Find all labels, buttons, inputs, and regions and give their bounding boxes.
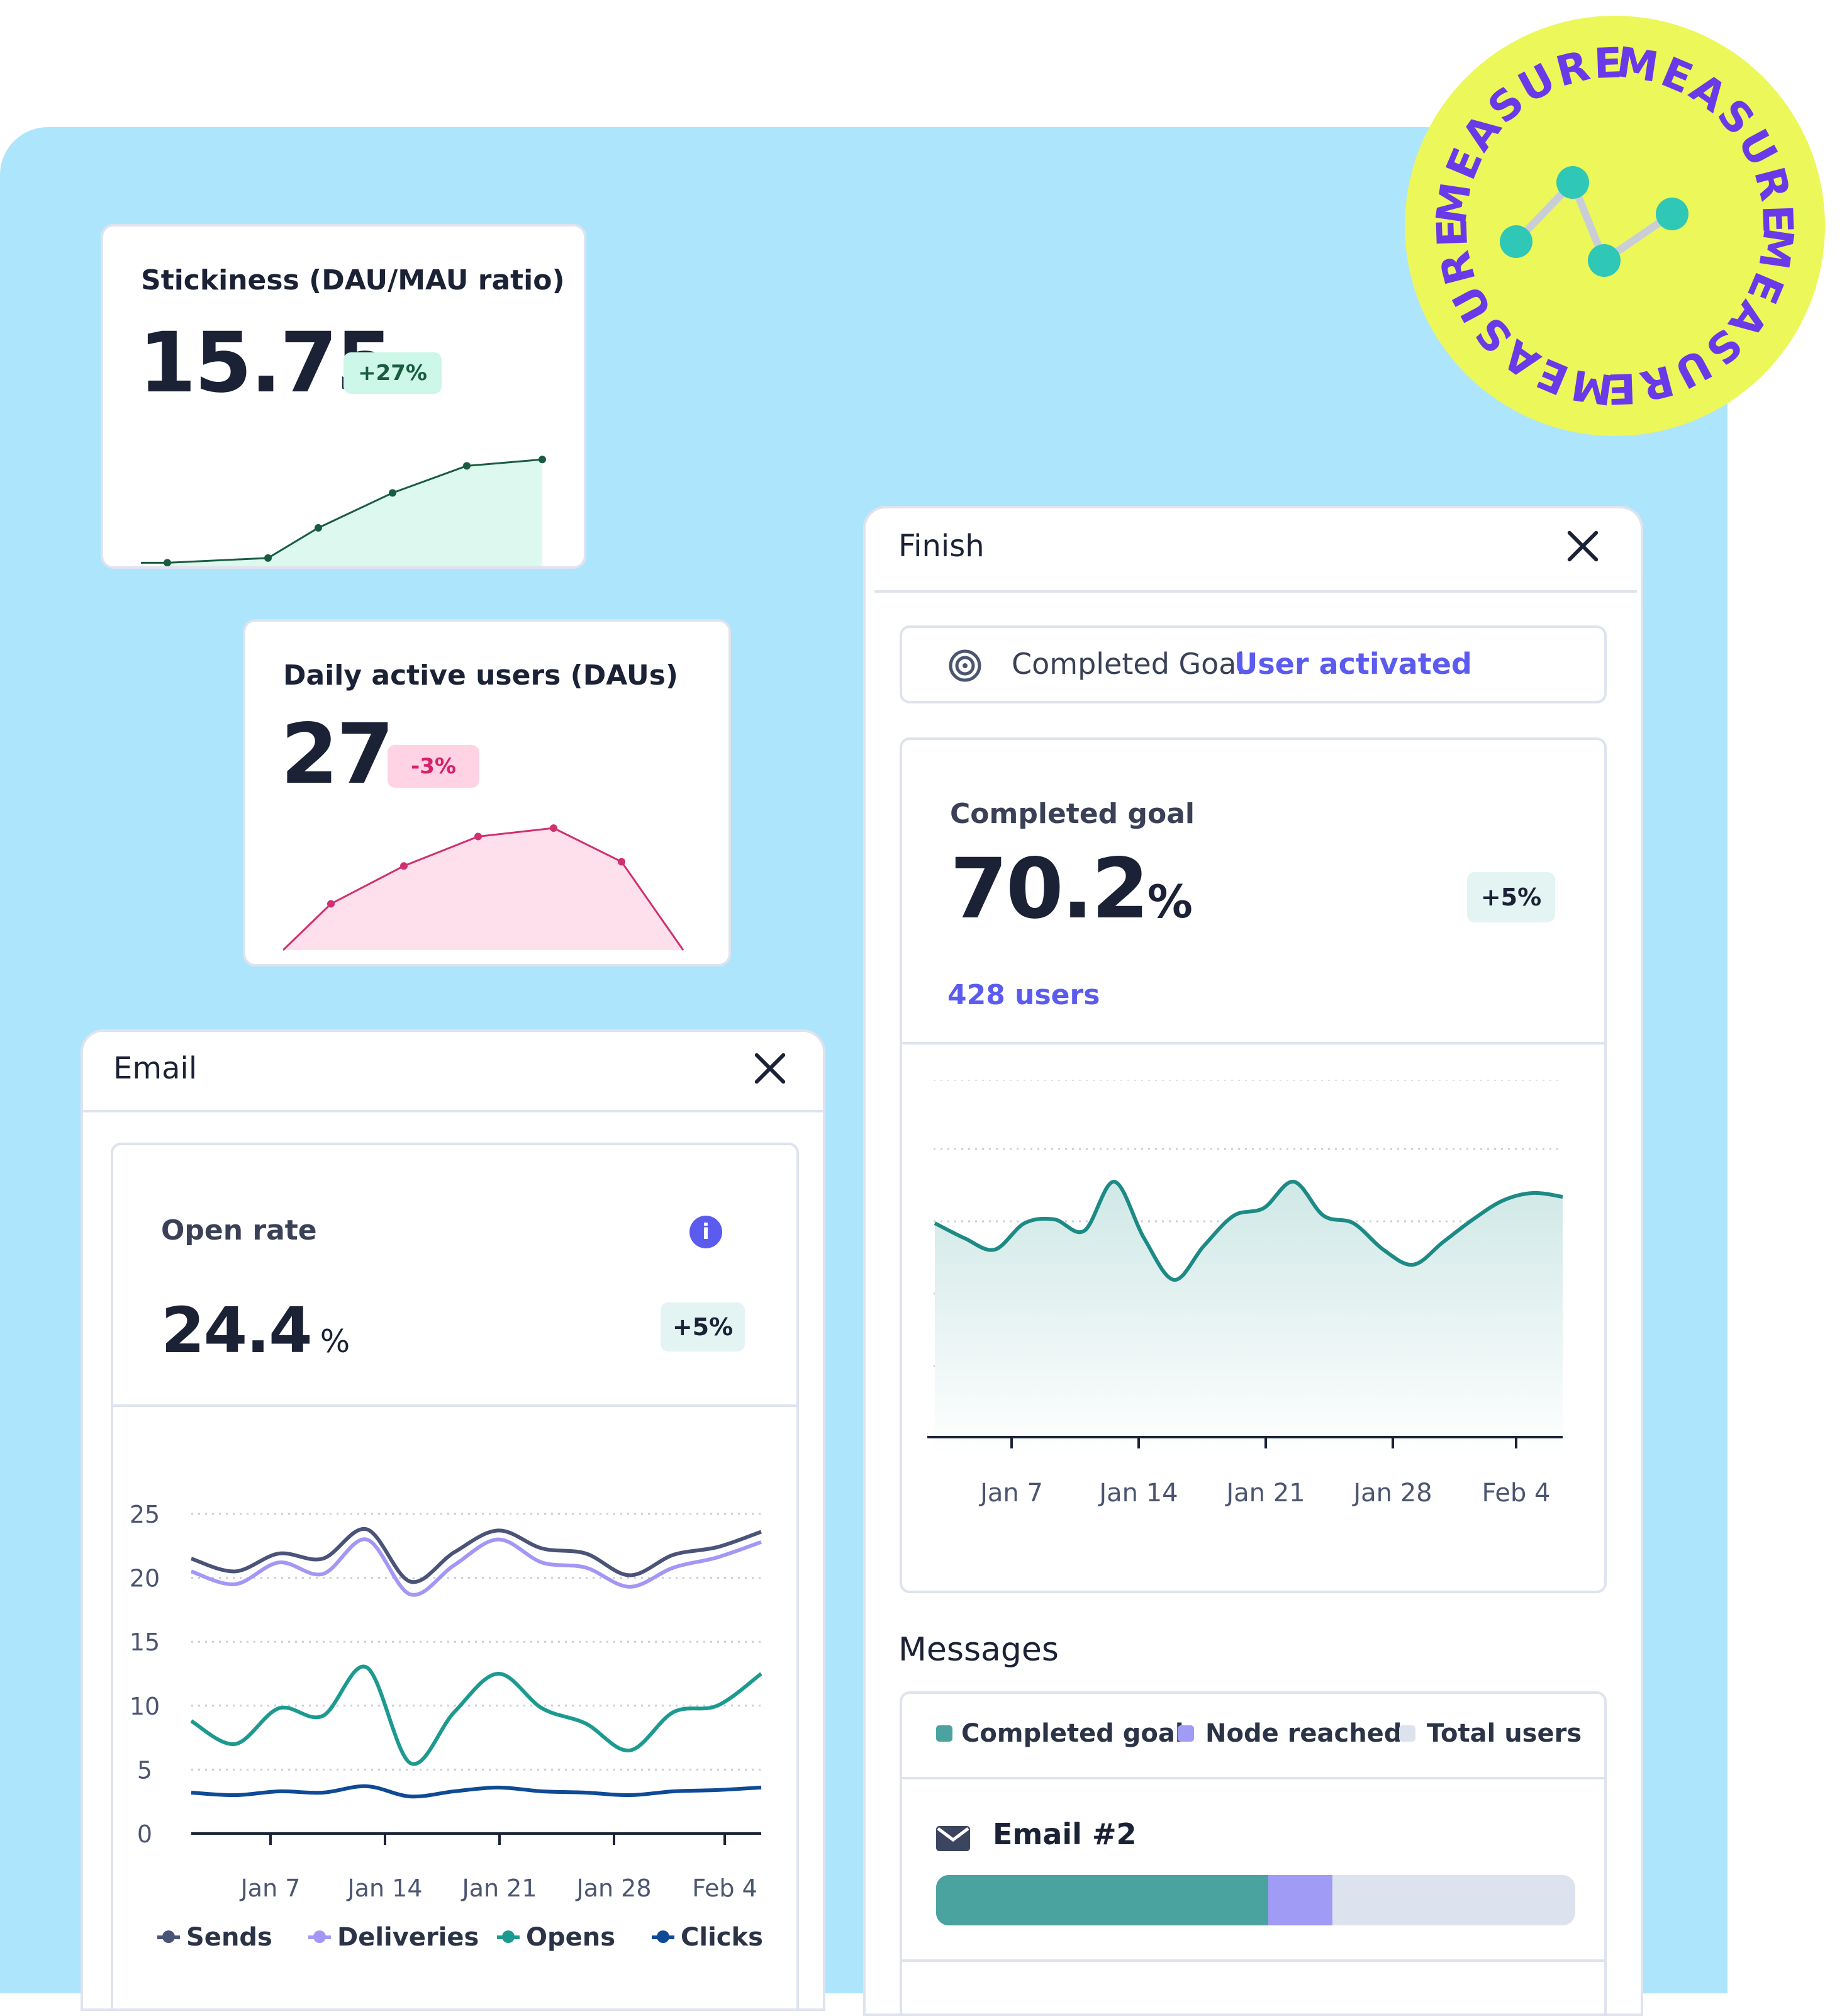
completed-goal-change-badge: +5% [1467, 872, 1555, 922]
goal-tick-label-1: Jan 14 [1097, 1479, 1178, 1508]
legend-clicks: Clicks [681, 1923, 763, 1952]
open-rate-divider [113, 1404, 796, 1407]
email-ytick-1: 5 [137, 1756, 152, 1784]
legend-deliveries-dot [313, 1930, 326, 1943]
stickiness-point-0 [164, 559, 171, 566]
goal-tick-label-4: Feb 4 [1482, 1479, 1551, 1508]
completed-goal-value-row: 70.2% [950, 841, 1193, 938]
stickiness-point-5 [539, 456, 546, 464]
goal-area [935, 1181, 1563, 1457]
messages-legend: Completed goal Node reached Total users [902, 1694, 1604, 1779]
measure-sticker: MEASURE MEASURE MEASURE MEASURE [1405, 16, 1825, 436]
open-rate-value-row: 24.4% [161, 1294, 350, 1367]
envelope-icon [936, 1826, 970, 1851]
dau-point-4 [550, 824, 557, 832]
email-header-divider [83, 1110, 823, 1112]
open-rate-change-badge: +5% [661, 1302, 745, 1352]
messages-card: Completed goal Node reached Total users … [900, 1691, 1607, 2013]
legend-clicks-dot [657, 1930, 669, 1943]
dau-point-1 [327, 900, 335, 908]
dau-card: Daily active users (DAUs) 27 -3% [243, 619, 731, 966]
email-panel: Email Open rate i 24.4% +5% 0 5 10 15 20 25 Ja… [81, 1029, 825, 2011]
completed-goal-label: Completed goal [950, 798, 1195, 830]
completed-goal-chart: Jan 7 Jan 14 Jan 21 Jan 28 Feb 4 [927, 1080, 1563, 1508]
goal-line [934, 1180, 1563, 1282]
email-xtick-label-3: Jan 28 [575, 1874, 651, 1902]
message-divider [902, 1959, 1604, 1962]
stickiness-point-2 [315, 524, 322, 532]
email-xtick-label-4: Feb 4 [692, 1874, 757, 1902]
goal-prefix: Completed Goal [1012, 647, 1245, 681]
dau-value: 27 [281, 706, 394, 803]
email-xtick-label-0: Jan 7 [240, 1874, 301, 1902]
email-series-deliveries [191, 1537, 762, 1597]
dau-title: Daily active users (DAUs) [283, 659, 679, 692]
goal-tick-label-2: Jan 21 [1224, 1479, 1305, 1508]
finish-close-icon[interactable] [1564, 527, 1602, 565]
stickiness-area [167, 459, 542, 566]
dau-point-5 [618, 858, 625, 866]
completed-goal-unit: % [1147, 875, 1193, 928]
legend-opens: Opens [526, 1923, 616, 1952]
stickiness-point-3 [389, 489, 396, 497]
email-series-opens [190, 1664, 762, 1766]
email-series-clicks [191, 1784, 762, 1799]
legend-sends: Sends [186, 1923, 272, 1952]
open-rate-unit: % [320, 1323, 350, 1360]
stickiness-card: Stickiness (DAU/MAU ratio) 15.75 +27% [101, 224, 586, 569]
legend-completed-goal: Completed goal [961, 1719, 1184, 1748]
email-ytick-4: 20 [130, 1565, 160, 1593]
legend-node-reached: Node reached [1205, 1719, 1402, 1748]
messages-title: Messages [898, 1631, 1059, 1669]
stickiness-sparkline [141, 456, 546, 566]
stickiness-point-1 [264, 554, 272, 562]
target-icon [949, 649, 981, 682]
message-name[interactable]: Email #2 [993, 1817, 1137, 1851]
email-legend: Sends Deliveries Opens Clicks [151, 1919, 780, 1963]
open-rate-card: Open rate i 24.4% +5% 0 5 10 15 20 25 Jan 7 Jan… [111, 1143, 799, 2008]
goal-tick-label-3: Jan 28 [1351, 1479, 1432, 1508]
dau-point-2 [400, 862, 408, 870]
completed-goal-users[interactable]: 428 users [947, 979, 1100, 1011]
legend-deliveries: Deliveries [337, 1923, 479, 1952]
email-ytick-2: 10 [130, 1693, 160, 1720]
sticker-graph-icon [1500, 166, 1688, 277]
stickiness-change-badge: +27% [343, 352, 442, 394]
email-ytick-3: 15 [130, 1628, 160, 1656]
legend-total-users: Total users [1427, 1719, 1582, 1748]
email-series-sends [191, 1526, 762, 1584]
email-performance-chart: 0 5 10 15 20 25 Jan 7 Jan 14 Jan 21 Jan 28 Feb 4 [130, 1501, 762, 1902]
open-rate-value: 24.4 [161, 1294, 313, 1367]
completed-goal-card: Completed goal 70.2% +5% 428 users Jan 7… [900, 737, 1607, 1593]
info-icon[interactable]: i [689, 1216, 722, 1248]
email-title: Email [113, 1051, 198, 1086]
message-progress-bar [936, 1875, 1575, 1925]
email-xtick-label-1: Jan 14 [346, 1874, 422, 1902]
legend-swatch-node [1178, 1725, 1194, 1742]
legend-opens-dot [502, 1930, 515, 1943]
email-close-icon[interactable] [751, 1050, 789, 1087]
stickiness-point-4 [463, 462, 471, 470]
goal-selector[interactable]: Completed Goal User activated [900, 625, 1607, 703]
dau-change-badge: -3% [388, 745, 479, 788]
email-xtick-label-2: Jan 21 [460, 1874, 537, 1902]
dau-area [283, 828, 683, 950]
finish-header-divider [874, 590, 1637, 593]
dau-sparkline [283, 824, 684, 951]
email-ytick-5: 25 [130, 1501, 160, 1528]
email-ytick-0: 0 [137, 1820, 152, 1848]
finish-title: Finish [898, 529, 985, 564]
legend-swatch-total [1399, 1725, 1415, 1742]
open-rate-label: Open rate [161, 1214, 317, 1246]
completed-goal-divider [902, 1042, 1604, 1044]
goal-name-link[interactable]: User activated [1234, 647, 1472, 681]
completed-goal-value: 70.2 [950, 841, 1149, 938]
stickiness-title: Stickiness (DAU/MAU ratio) [141, 264, 565, 296]
legend-swatch-completed [936, 1725, 952, 1742]
legend-sends-dot [162, 1930, 175, 1943]
finish-panel: Finish Completed Goal User activated Com… [863, 506, 1643, 2016]
progress-completed-goal [936, 1875, 1269, 1925]
goal-tick-label-0: Jan 7 [978, 1479, 1043, 1508]
dau-point-3 [474, 832, 482, 841]
